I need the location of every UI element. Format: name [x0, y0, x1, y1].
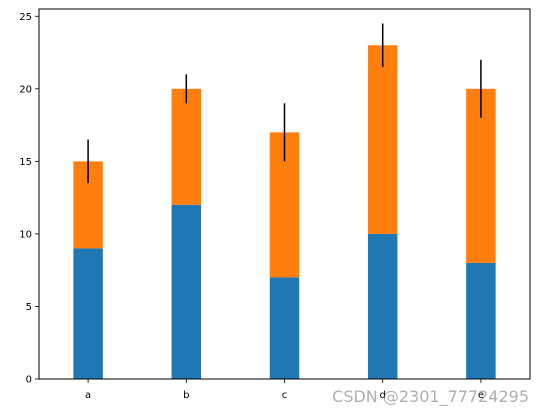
- x-tick-label: e: [478, 390, 484, 401]
- errorbars-layer: [87, 23, 482, 184]
- y-tick-label: 5: [26, 302, 32, 313]
- y-tick-label: 15: [19, 157, 32, 168]
- bar-c-series-1: [269, 277, 300, 379]
- y-tick-label: 20: [19, 84, 32, 95]
- y-tick-label: 0: [26, 375, 32, 386]
- y-tick-label: 10: [19, 229, 32, 240]
- x-tick-label: a: [85, 390, 91, 401]
- x-tick-label: b: [183, 390, 189, 401]
- x-tick-label: c: [282, 390, 288, 401]
- y-tick-label: 25: [19, 12, 32, 23]
- x-axis: a b c d e: [85, 379, 484, 401]
- y-axis: 0 5 10 15 20 25: [19, 12, 39, 386]
- bar-a-series-1: [73, 248, 103, 379]
- bar-b-series-1: [171, 204, 202, 379]
- bar-b-series-2: [171, 88, 202, 205]
- watermark-text: CSDN @2301_77724295: [332, 387, 529, 406]
- bar-e-series-1: [466, 262, 496, 379]
- bar-d-series-2: [367, 45, 398, 234]
- x-tick-label: d: [380, 390, 386, 401]
- bar-d-series-1: [367, 233, 398, 379]
- bars-layer: [73, 45, 496, 379]
